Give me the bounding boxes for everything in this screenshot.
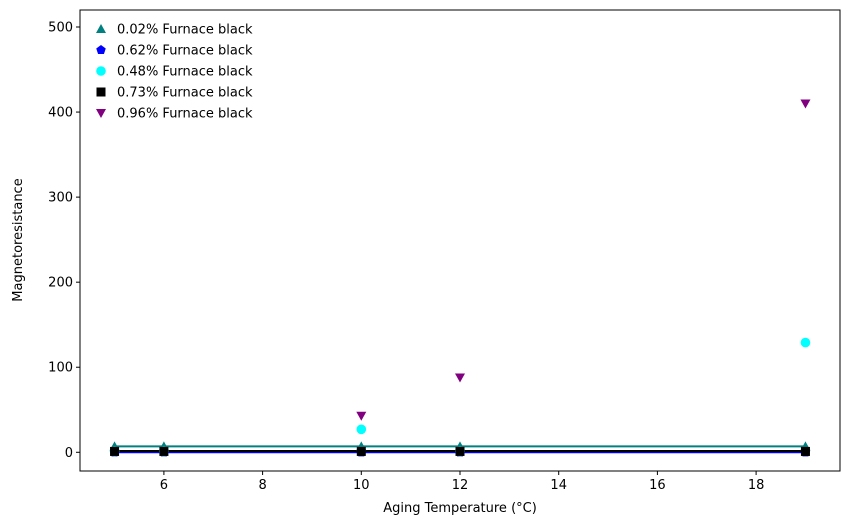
legend-marker bbox=[96, 109, 106, 118]
y-tick-label: 0 bbox=[65, 446, 73, 461]
x-axis-label: Aging Temperature (°C) bbox=[383, 501, 537, 516]
data-point bbox=[356, 424, 367, 435]
x-axis: 6 8 10 12 14 16 18 bbox=[160, 471, 765, 493]
y-axis-label: Magnetoresistance bbox=[11, 178, 26, 301]
x-tick-label: 18 bbox=[748, 478, 765, 493]
y-tick-label: 100 bbox=[48, 361, 73, 376]
y-tick-label: 300 bbox=[48, 191, 73, 206]
x-tick-label: 8 bbox=[258, 478, 266, 493]
data-point bbox=[159, 446, 169, 456]
data-point bbox=[110, 446, 120, 456]
legend-label: 0.73% Furnace black bbox=[117, 86, 253, 101]
y-tick-label: 400 bbox=[48, 106, 73, 121]
x-tick-label: 6 bbox=[160, 478, 168, 493]
legend-label: 0.62% Furnace black bbox=[117, 44, 253, 59]
y-tick-label: 500 bbox=[48, 21, 73, 36]
legend-marker bbox=[96, 45, 106, 55]
data-point bbox=[356, 411, 367, 421]
x-tick-label: 10 bbox=[353, 478, 370, 493]
plot-area bbox=[80, 10, 840, 471]
y-axis: 0 100 200 300 400 500 bbox=[48, 21, 80, 461]
data-point bbox=[800, 446, 810, 456]
y-tick-label: 200 bbox=[48, 276, 73, 291]
legend-marker bbox=[96, 24, 106, 33]
legend-label: 0.48% Furnace black bbox=[117, 65, 253, 80]
x-tick-label: 12 bbox=[452, 478, 469, 493]
data-points bbox=[109, 99, 811, 457]
legend-marker bbox=[96, 87, 106, 97]
legend-label: 0.96% Furnace black bbox=[117, 107, 253, 122]
data-point bbox=[800, 99, 811, 109]
data-point bbox=[455, 373, 465, 383]
data-point bbox=[455, 446, 465, 456]
data-point bbox=[800, 337, 811, 348]
legend: 0.02% Furnace black 0.62% Furnace black 0.… bbox=[96, 23, 253, 122]
x-tick-label: 14 bbox=[550, 478, 567, 493]
legend-label: 0.02% Furnace black bbox=[117, 23, 253, 38]
legend-marker bbox=[96, 66, 106, 76]
data-point bbox=[356, 446, 366, 456]
x-tick-label: 16 bbox=[649, 478, 666, 493]
